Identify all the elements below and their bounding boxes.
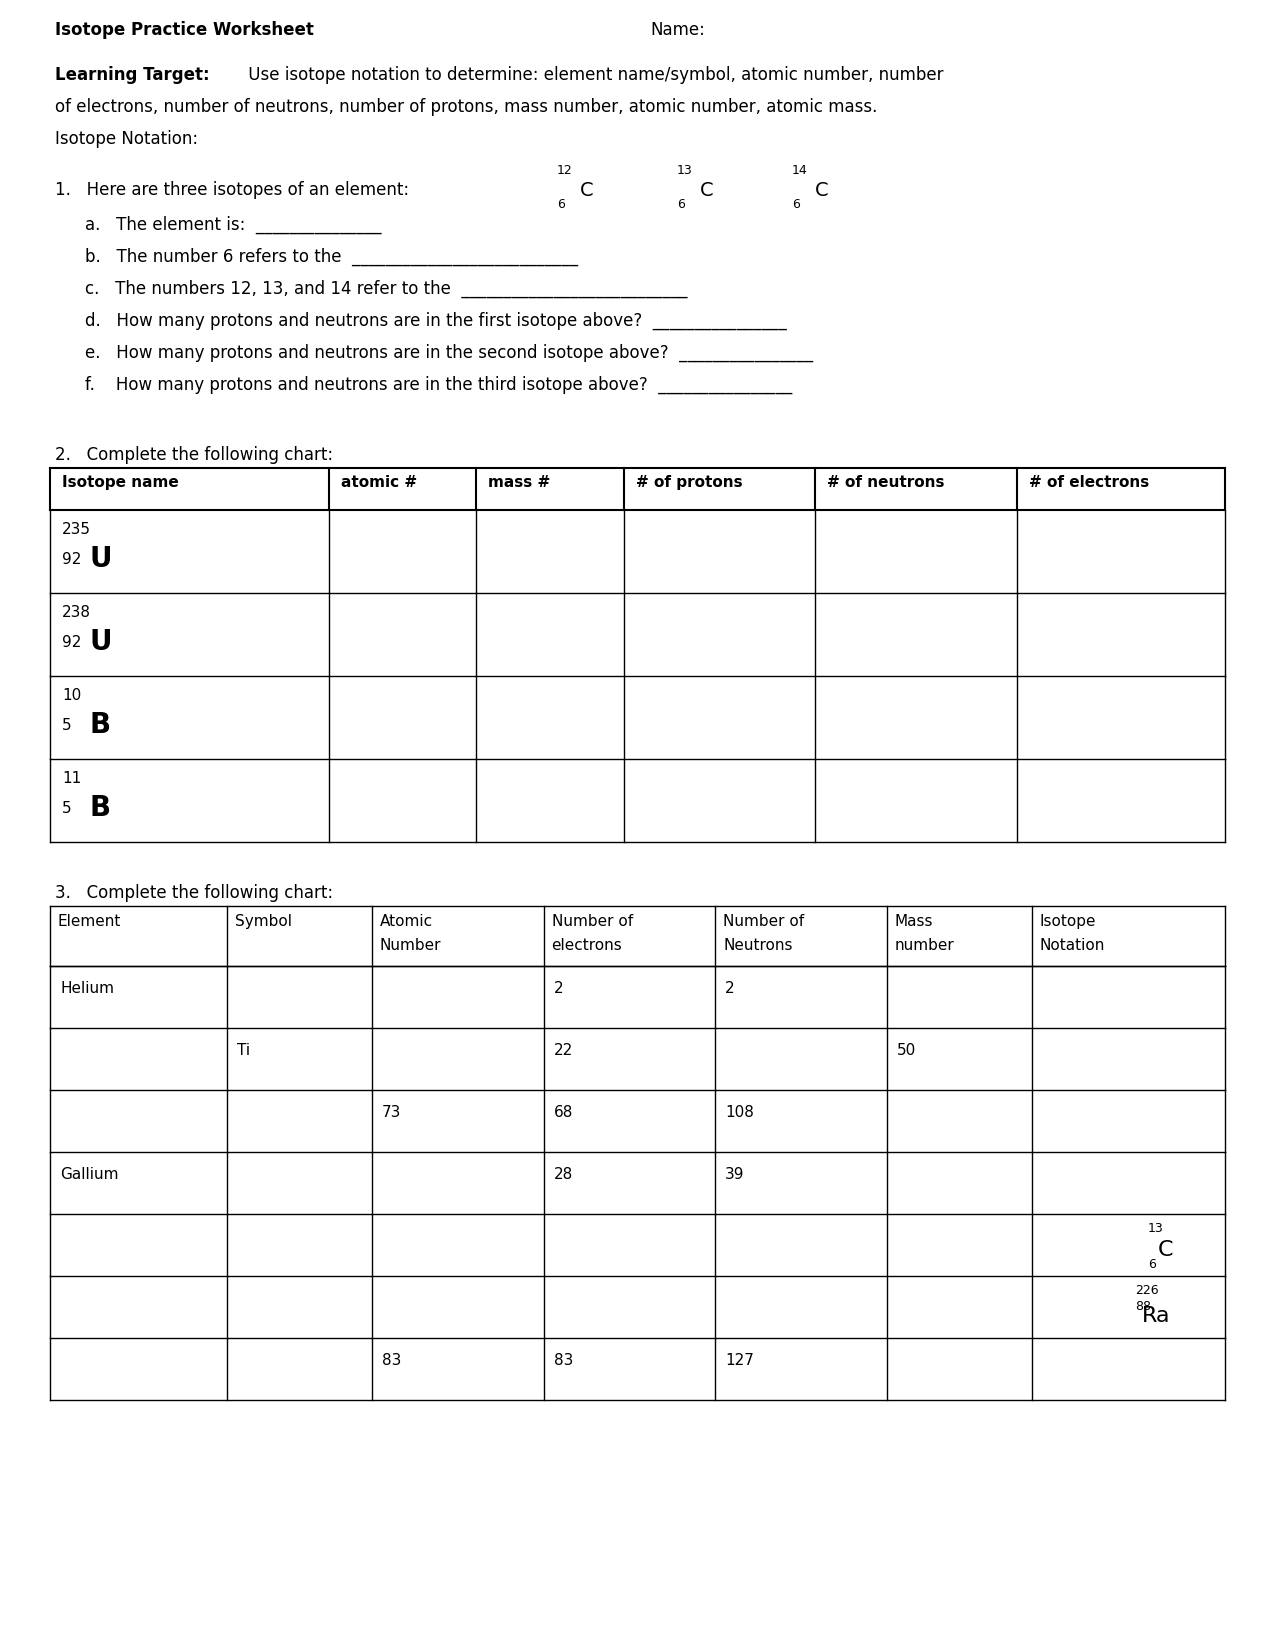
Text: 6: 6 — [792, 198, 799, 211]
Text: Ti: Ti — [237, 1043, 250, 1058]
Text: 11: 11 — [62, 771, 82, 786]
Text: 50: 50 — [898, 1043, 917, 1058]
Text: 226: 226 — [1135, 1284, 1159, 1298]
Text: 5: 5 — [62, 801, 71, 816]
Text: e.   How many protons and neutrons are in the second isotope above?  ___________: e. How many protons and neutrons are in … — [85, 343, 813, 362]
Text: 238: 238 — [62, 604, 91, 621]
Text: Gallium: Gallium — [60, 1167, 119, 1182]
Text: 92: 92 — [62, 551, 82, 566]
Text: f.    How many protons and neutrons are in the third isotope above?  ___________: f. How many protons and neutrons are in … — [85, 376, 792, 395]
Text: 12: 12 — [557, 163, 572, 177]
Text: a.   The element is:  _______________: a. The element is: _______________ — [85, 216, 381, 234]
Text: 5: 5 — [62, 718, 71, 733]
Text: Learning Target:: Learning Target: — [55, 66, 209, 84]
Text: 39: 39 — [725, 1167, 745, 1182]
Text: U: U — [91, 627, 112, 655]
Text: C: C — [815, 182, 829, 200]
Text: Mass: Mass — [895, 915, 933, 930]
Text: Number of: Number of — [552, 915, 632, 930]
Text: 22: 22 — [553, 1043, 572, 1058]
Text: # of electrons: # of electrons — [1029, 475, 1150, 490]
Text: 73: 73 — [382, 1105, 402, 1119]
Text: 3.   Complete the following chart:: 3. Complete the following chart: — [55, 883, 333, 901]
Text: 2: 2 — [553, 981, 564, 996]
Text: Isotope Notation:: Isotope Notation: — [55, 130, 198, 149]
Text: 6: 6 — [1148, 1258, 1156, 1271]
Text: 68: 68 — [553, 1105, 572, 1119]
Text: 235: 235 — [62, 522, 91, 537]
Text: mass #: mass # — [488, 475, 551, 490]
Text: B: B — [91, 712, 111, 740]
Text: Number of: Number of — [723, 915, 805, 930]
Text: Use isotope notation to determine: element name/symbol, atomic number, number: Use isotope notation to determine: eleme… — [244, 66, 943, 84]
Text: Symbol: Symbol — [235, 915, 292, 930]
Text: 88: 88 — [1135, 1299, 1151, 1313]
Text: # of protons: # of protons — [636, 475, 742, 490]
Text: of electrons, number of neutrons, number of protons, mass number, atomic number,: of electrons, number of neutrons, number… — [55, 97, 877, 116]
Text: Isotope name: Isotope name — [62, 475, 179, 490]
Text: Name:: Name: — [650, 21, 705, 40]
Text: Isotope: Isotope — [1040, 915, 1096, 930]
Text: # of neutrons: # of neutrons — [827, 475, 945, 490]
Text: number: number — [895, 938, 955, 953]
Text: 1.   Here are three isotopes of an element:: 1. Here are three isotopes of an element… — [55, 182, 409, 200]
Text: 10: 10 — [62, 688, 82, 703]
Text: 2: 2 — [725, 981, 734, 996]
Text: Helium: Helium — [60, 981, 113, 996]
Text: 14: 14 — [792, 163, 808, 177]
Text: B: B — [91, 794, 111, 822]
Text: 6: 6 — [557, 198, 565, 211]
Text: 28: 28 — [553, 1167, 572, 1182]
Text: C: C — [580, 182, 594, 200]
Text: Number: Number — [380, 938, 441, 953]
Text: b.   The number 6 refers to the  ___________________________: b. The number 6 refers to the __________… — [85, 248, 578, 266]
Text: 92: 92 — [62, 636, 82, 650]
Text: 2.   Complete the following chart:: 2. Complete the following chart: — [55, 446, 333, 464]
Text: Element: Element — [57, 915, 121, 930]
Text: Neutrons: Neutrons — [723, 938, 793, 953]
Text: c.   The numbers 12, 13, and 14 refer to the  ___________________________: c. The numbers 12, 13, and 14 refer to t… — [85, 281, 687, 299]
Text: atomic #: atomic # — [340, 475, 417, 490]
Text: 13: 13 — [677, 163, 692, 177]
Text: 108: 108 — [725, 1105, 755, 1119]
Text: d.   How many protons and neutrons are in the first isotope above?  ____________: d. How many protons and neutrons are in … — [85, 312, 787, 330]
Text: Atomic: Atomic — [380, 915, 434, 930]
Text: 83: 83 — [382, 1354, 402, 1369]
Text: Notation: Notation — [1040, 938, 1105, 953]
Text: C: C — [700, 182, 714, 200]
Text: U: U — [91, 545, 112, 573]
Text: 127: 127 — [725, 1354, 755, 1369]
Text: C: C — [1158, 1240, 1173, 1260]
Text: Isotope Practice Worksheet: Isotope Practice Worksheet — [55, 21, 314, 40]
Text: 13: 13 — [1148, 1222, 1164, 1235]
Text: 6: 6 — [677, 198, 685, 211]
Text: Ra: Ra — [1142, 1306, 1170, 1326]
Text: electrons: electrons — [552, 938, 622, 953]
Text: 83: 83 — [553, 1354, 572, 1369]
